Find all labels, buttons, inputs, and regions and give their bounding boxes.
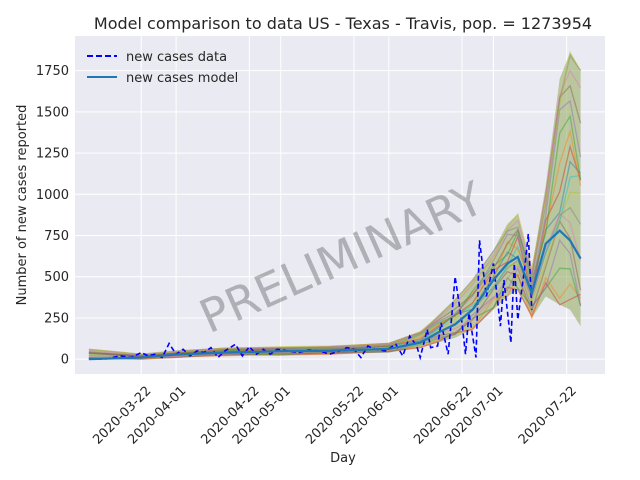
ensemble-member-line <box>88 99 582 357</box>
chart-title: Model comparison to data US - Texas - Tr… <box>94 14 592 33</box>
ensemble-member-line <box>88 69 582 356</box>
y-tick-label: 750 <box>44 229 69 244</box>
y-tick-label: 0 <box>61 353 69 368</box>
ensemble-member-line <box>88 53 582 355</box>
ensemble-member-line <box>88 238 582 359</box>
ensemble-member-line <box>88 128 582 357</box>
ensemble-member-line <box>88 84 582 357</box>
y-tick-label: 250 <box>44 311 69 326</box>
y-tick-label: 1500 <box>36 105 69 120</box>
legend-label-data: new cases data <box>126 50 227 65</box>
series-line-model <box>88 229 582 361</box>
legend-label-model: new cases model <box>126 71 238 86</box>
ensemble-member-line <box>88 272 582 360</box>
plot-area <box>75 36 605 374</box>
y-tick-label: 1750 <box>36 64 69 79</box>
y-tick-label: 500 <box>44 270 69 285</box>
ensemble-member-line <box>88 50 582 355</box>
y-tick-labels: 0 250 500 750 1000 1250 1500 1750 <box>36 64 69 368</box>
legend: new cases data new cases model <box>87 50 238 86</box>
y-axis-title: Number of new cases reported <box>15 105 30 306</box>
y-tick-label: 1000 <box>36 188 69 203</box>
series-layer <box>88 229 582 361</box>
x-axis-title: Day <box>330 451 356 466</box>
y-tick-label: 1250 <box>36 147 69 162</box>
ensemble-member-line <box>88 281 581 360</box>
